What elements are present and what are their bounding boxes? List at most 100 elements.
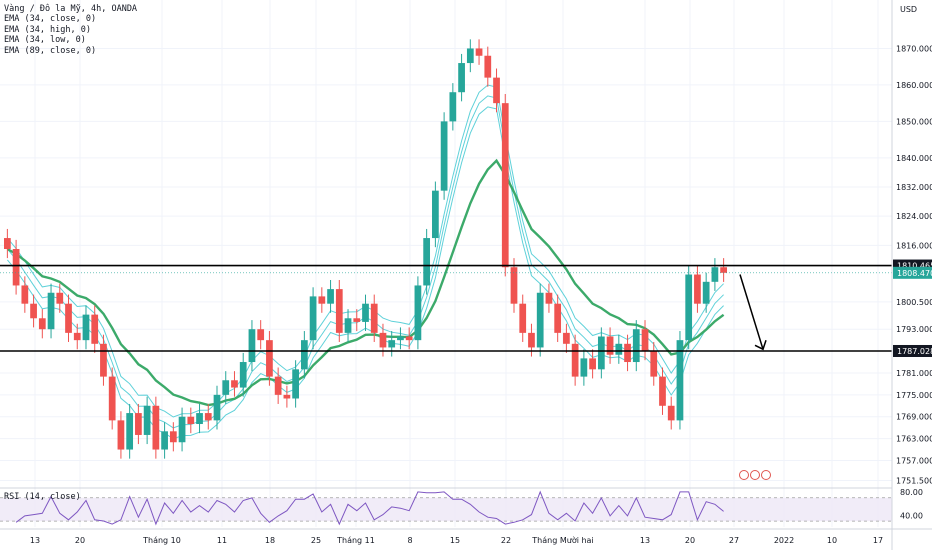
candle-body	[143, 405, 151, 435]
candle-body	[30, 303, 37, 319]
event-flag-icon[interactable]	[750, 470, 760, 480]
candle-body	[571, 343, 579, 377]
candle-body	[685, 274, 693, 341]
candle-body	[56, 292, 64, 304]
rsi-band	[0, 497, 892, 522]
candle-body	[161, 431, 168, 450]
candle-body	[178, 416, 186, 443]
candle-body	[597, 336, 605, 370]
economic-events[interactable]	[739, 470, 771, 480]
candle-body	[580, 358, 588, 377]
candle-body	[501, 103, 509, 268]
rsi-line	[15, 490, 724, 526]
price-tick-label: 1816.000	[896, 241, 932, 250]
time-tick-label: 13	[640, 536, 650, 545]
rsi-tick-label: 80.00	[900, 488, 923, 497]
candle-body	[466, 48, 474, 64]
candle-body	[222, 380, 230, 395]
event-flag-icon[interactable]	[761, 470, 771, 480]
ema-34-low-line	[7, 84, 724, 418]
price-tick-label: 1775.000	[896, 391, 932, 400]
candle-body	[388, 340, 396, 348]
candle-body	[318, 296, 326, 304]
price-tick-label: 1769.000	[896, 413, 932, 422]
time-tick-label: 10	[827, 536, 837, 545]
horizontal-levels[interactable]	[0, 264, 892, 352]
price-tick-label: 1860.000	[896, 81, 932, 90]
candle-body	[694, 274, 701, 304]
candle-body	[702, 281, 710, 304]
price-tick-label: 1824.000	[896, 212, 932, 221]
price-axis[interactable]: USD 1870.000 1860.000 1850.000 1840.000 1832.…	[891, 0, 932, 550]
candle-body	[510, 267, 518, 304]
time-tick-label: 22	[501, 536, 511, 545]
candle-body	[300, 340, 308, 370]
candle-body	[414, 285, 422, 341]
candle-body	[100, 343, 107, 377]
candle-body	[266, 340, 273, 377]
legend-item-ema89-close: EMA (89, close, 0)	[4, 45, 97, 56]
legend-item-ema34-low: EMA (34, low, 0)	[4, 35, 86, 46]
candle-body	[606, 336, 614, 355]
candle-body	[353, 318, 361, 322]
candle-body	[117, 420, 125, 450]
candle-body	[335, 289, 343, 333]
legend-item-ema34-high: EMA (34, high, 0)	[4, 24, 91, 35]
candle-body	[423, 238, 431, 286]
time-tick-label: 11	[217, 536, 227, 545]
candle-body	[274, 376, 282, 395]
time-tick-label: 8	[407, 536, 412, 545]
price-tick-label: 1781.000	[896, 369, 932, 378]
time-tick-label: 27	[729, 536, 739, 545]
candle-body	[632, 329, 640, 363]
candle-body	[231, 380, 238, 388]
time-tick-label: 25	[311, 536, 321, 545]
rsi-tick-label: 40.00	[900, 511, 923, 520]
candle-body	[248, 329, 256, 363]
price-tick-label: 1870.000	[896, 44, 932, 53]
time-tick-label: 20	[685, 536, 695, 545]
time-tick-label: 20	[75, 536, 85, 545]
level-price-tag	[893, 344, 932, 357]
candle-body	[519, 303, 527, 333]
time-tick-label: 2022	[774, 536, 794, 545]
time-axis[interactable]: 13 20 Tháng 10 11 18 25 Tháng 11 8 15 22 Tháng Mườ…	[0, 528, 932, 545]
candle-body	[239, 362, 247, 388]
candles	[4, 39, 727, 459]
candle-body	[545, 292, 553, 304]
candle-body	[458, 63, 465, 93]
price-tick-label: 1832.000	[896, 183, 932, 192]
candle-body	[536, 292, 544, 348]
legend-item-ema34-close: EMA (34, close, 0)	[4, 14, 97, 25]
rsi-label: RSI (14, close)	[4, 492, 81, 502]
candle-body	[615, 343, 623, 355]
candle-body	[493, 77, 500, 104]
candle-body	[563, 332, 570, 344]
candle-body	[204, 413, 212, 421]
candle-body	[528, 332, 535, 348]
candle-body	[650, 351, 658, 377]
arrow-shaft	[739, 274, 764, 350]
candle-body	[73, 332, 81, 341]
candle-body	[196, 413, 203, 425]
candle-body	[12, 249, 20, 286]
arrow-head	[754, 340, 767, 351]
candle-body	[440, 121, 448, 191]
projection-arrow[interactable]	[739, 274, 767, 351]
candle-body	[624, 343, 631, 363]
candle-body	[309, 296, 317, 341]
time-tick-label: 17	[873, 536, 883, 545]
candle-body	[475, 48, 483, 56]
event-flag-icon[interactable]	[739, 470, 749, 480]
candle-body	[667, 405, 675, 421]
price-tick-label: 1800.500	[896, 298, 932, 307]
candle-body	[379, 332, 387, 348]
candle-body	[91, 314, 99, 344]
ema-89-close-line	[6, 158, 725, 407]
candle-body	[108, 376, 116, 421]
time-tick-label: 18	[265, 536, 275, 545]
time-tick-label: Tháng 10	[142, 536, 181, 545]
candle-body	[327, 289, 334, 304]
candle-body	[344, 318, 352, 333]
